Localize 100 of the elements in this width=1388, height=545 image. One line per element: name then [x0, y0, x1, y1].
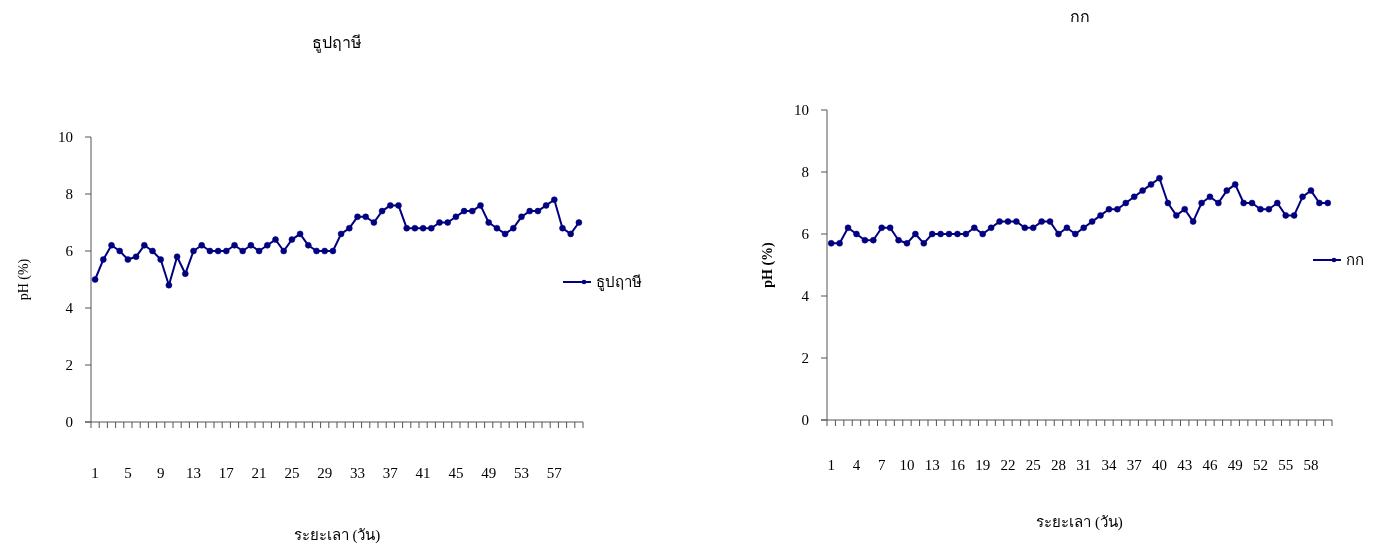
point — [886, 224, 894, 232]
x-tick-label: 25 — [1025, 457, 1041, 473]
x-tick-label: 34 — [1101, 457, 1117, 473]
point — [108, 242, 115, 249]
legend-label: กก — [1346, 252, 1364, 268]
point — [903, 240, 911, 247]
point — [861, 236, 869, 244]
y-tick-label: 0 — [801, 412, 809, 428]
point — [460, 207, 468, 215]
point — [1198, 199, 1205, 207]
chart-title: ธูปฤาษี — [312, 34, 362, 53]
point — [526, 207, 533, 215]
point — [1156, 174, 1163, 182]
point — [542, 202, 550, 209]
point — [937, 230, 944, 238]
legend-label: ธูปฤาษี — [596, 274, 642, 291]
point — [1265, 205, 1273, 213]
point — [1029, 224, 1037, 232]
x-tick-label: 1 — [827, 457, 835, 473]
x-tick-label: 10 — [899, 457, 915, 473]
point — [996, 218, 1003, 225]
y-tick-label: 6 — [65, 243, 74, 259]
point — [853, 230, 860, 238]
x-tick-label: 21 — [251, 465, 267, 481]
point — [1274, 199, 1281, 207]
x-tick-label: 57 — [546, 465, 563, 481]
x-tick-label: 19 — [975, 457, 991, 473]
point — [255, 247, 263, 255]
x-tick-label: 37 — [1126, 457, 1143, 473]
point — [844, 224, 852, 232]
point — [559, 224, 566, 232]
point — [296, 230, 304, 238]
point — [1181, 205, 1188, 213]
point — [116, 247, 123, 255]
y-tick-label: 4 — [65, 300, 74, 316]
point — [962, 230, 970, 238]
x-tick-label: 25 — [284, 465, 300, 481]
point — [477, 202, 484, 209]
point — [1189, 218, 1197, 225]
point — [870, 236, 877, 244]
point — [149, 247, 156, 255]
x-tick-label: 31 — [1076, 457, 1092, 473]
y-tick-label: 10 — [58, 129, 73, 145]
x-tick-label: 33 — [350, 465, 365, 481]
point — [534, 207, 542, 215]
x-tick-label: 13 — [924, 457, 940, 473]
x-tick-label: 9 — [156, 465, 165, 481]
point — [1055, 230, 1062, 238]
x-tick-label: 5 — [124, 465, 132, 481]
point — [329, 247, 337, 255]
point — [239, 247, 246, 255]
point — [247, 242, 255, 249]
point — [100, 256, 107, 263]
point — [337, 230, 345, 238]
x-tick-label: 55 — [1278, 457, 1294, 473]
point — [403, 224, 410, 232]
point — [567, 230, 574, 238]
point — [395, 202, 402, 209]
x-tick-label: 40 — [1151, 457, 1167, 473]
point — [452, 213, 460, 221]
point — [895, 236, 902, 244]
point — [272, 236, 279, 243]
point — [551, 196, 558, 203]
y-tick-label: 10 — [794, 102, 809, 118]
x-tick-label: 13 — [186, 465, 201, 481]
x-tick-label: 16 — [949, 457, 966, 473]
point — [920, 240, 928, 247]
point — [190, 247, 197, 255]
point — [1147, 181, 1155, 188]
point — [1282, 212, 1289, 219]
point — [1130, 193, 1138, 201]
point — [1257, 205, 1264, 213]
point — [1072, 230, 1079, 238]
point — [928, 230, 936, 238]
point — [280, 247, 287, 255]
point — [264, 242, 271, 249]
point — [945, 230, 953, 238]
point — [1114, 205, 1121, 213]
x-axis-title: ระยะเลา (วัน) — [1036, 514, 1123, 531]
point — [1164, 199, 1172, 207]
x-tick-label: 1 — [91, 465, 99, 481]
point — [469, 207, 476, 215]
x-tick-label: 22 — [1000, 457, 1016, 473]
x-tick-label: 17 — [218, 465, 235, 481]
x-tick-label: 4 — [852, 457, 861, 473]
point — [411, 224, 419, 232]
point — [1080, 224, 1087, 232]
point — [1038, 218, 1045, 225]
point — [1299, 193, 1306, 201]
point — [1324, 199, 1332, 207]
point — [1206, 193, 1214, 201]
point — [354, 213, 361, 221]
x-tick-label: 28 — [1050, 457, 1066, 473]
point — [1240, 199, 1247, 207]
point — [378, 207, 386, 215]
point — [1097, 212, 1104, 219]
point — [198, 242, 205, 249]
point — [510, 224, 517, 232]
point — [1223, 187, 1231, 194]
point — [165, 281, 173, 289]
